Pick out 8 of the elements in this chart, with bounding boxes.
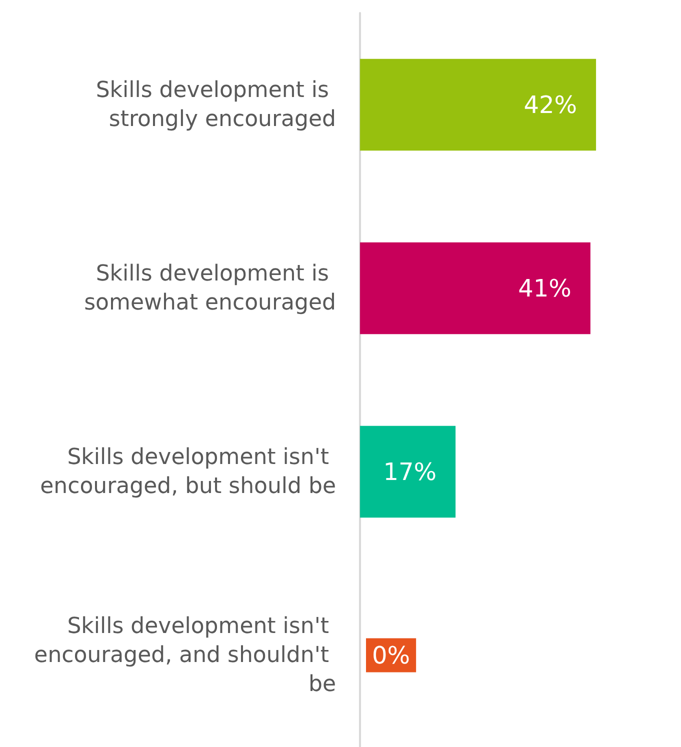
data-label: 17%: [383, 458, 437, 486]
data-label: 41%: [518, 274, 572, 302]
data-label: 42%: [524, 90, 578, 119]
data-label: 0%: [372, 641, 410, 670]
y-tick-label: Skills development is somewhat encouraged: [84, 261, 336, 316]
y-tick-label: Skills development isn't encouraged, and shouldn't be: [34, 614, 336, 697]
y-tick-label: Skills development is strongly encouraged: [96, 78, 336, 132]
y-tick-label: Skills development isn't encouraged, but should be: [40, 444, 336, 499]
